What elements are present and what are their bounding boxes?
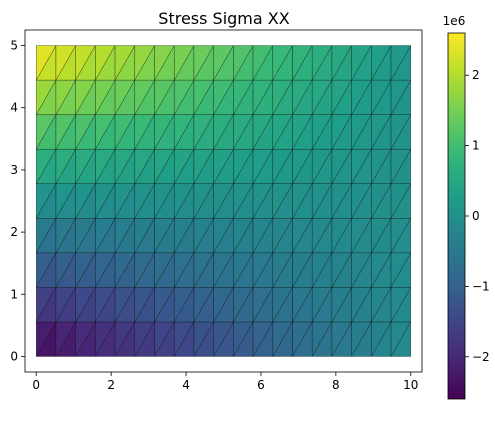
y-tick-label: 5 [10,39,18,53]
colorbar-tick-label: −2 [472,350,490,364]
mesh-layer [35,44,412,358]
x-tick-label: 2 [107,378,115,392]
mesh-triangle [233,45,254,81]
colorbar-scale-label: 1e6 [443,14,466,28]
mesh-triangle [252,45,274,81]
mesh-triangle [331,45,352,81]
mesh-triangle [36,45,57,81]
x-axis: 0 2 4 6 8 10 [32,372,418,392]
mesh-triangle [312,45,333,81]
mesh-triangle [154,45,175,81]
x-tick-label: 4 [182,378,190,392]
mesh-triangle [174,45,195,81]
y-axis: 0 1 2 3 4 5 [10,39,25,363]
mesh-triangle [193,45,214,81]
x-tick-label: 10 [403,378,418,392]
mesh-triangle [371,45,392,81]
y-tick-label: 0 [10,349,18,363]
mesh-triangle [95,45,116,81]
colorbar-tick-label: 1 [472,139,480,153]
x-tick-label: 0 [32,378,40,392]
mesh-triangle [390,45,412,81]
plot-area: 0 2 4 6 8 10 0 1 2 3 4 5 [10,29,423,392]
mesh-triangle [134,45,155,81]
colorbar: 1e6 −2 −1 0 1 2 [443,14,490,400]
y-tick-label: 4 [10,101,18,115]
colorbar-tick-label: 0 [472,209,480,223]
colorbar-ticks: −2 −1 0 1 2 [465,68,490,364]
mesh-triangle [213,45,234,81]
colorbar-tick-label: 2 [472,68,480,82]
mesh-triangle [75,45,96,81]
colorbar-tick-label: −1 [472,279,490,293]
x-tick-label: 6 [257,378,265,392]
y-tick-label: 3 [10,163,18,177]
mesh-triangle [114,45,136,81]
chart-title: Stress Sigma XX [158,9,289,28]
mesh-triangle [272,45,293,81]
mesh-triangle [292,45,313,81]
mesh-triangle [351,45,372,81]
plot-frame [24,29,423,373]
mesh-triangle [55,45,77,81]
y-tick-label: 1 [10,287,18,301]
y-tick-label: 2 [10,225,18,239]
x-tick-label: 8 [332,378,340,392]
colorbar-gradient [447,32,466,400]
